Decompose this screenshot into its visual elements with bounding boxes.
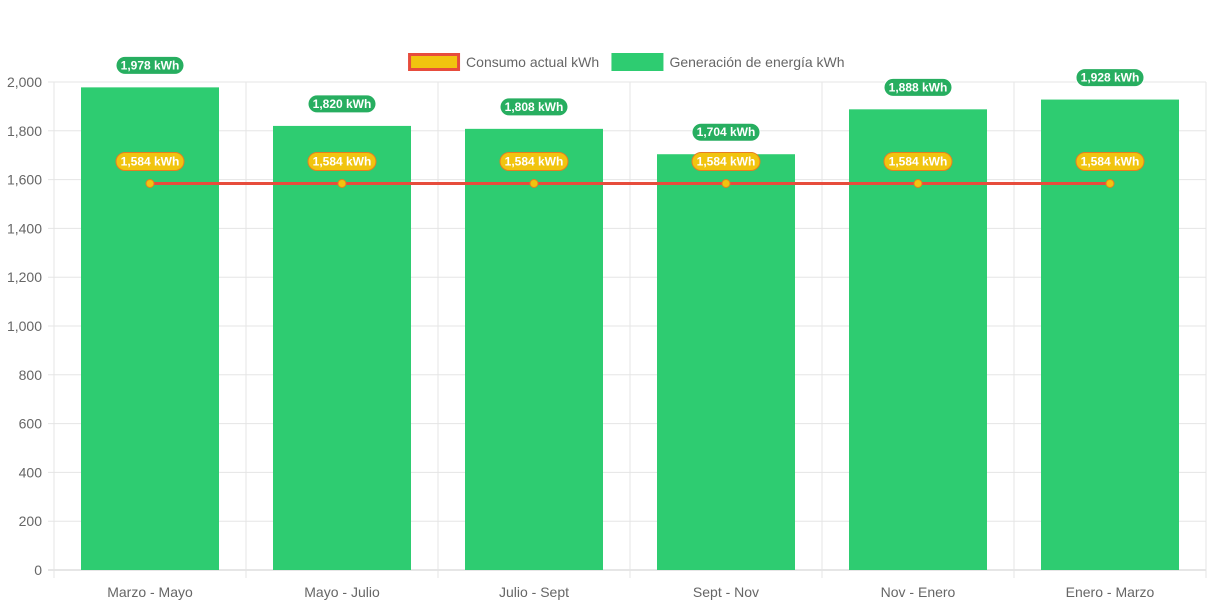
bar-data-label-text: 1,820 kWh [313,97,372,111]
axes: 0 200 400 600 800 1,000 1,200 1,400 1,600 1,800 2,… [7,74,1155,600]
bar-data-label-text: 1,928 kWh [1081,71,1140,85]
x-tick-label: Julio - Sept [499,584,569,600]
legend: Consumo actual kWh Generación de energía … [408,53,845,71]
bar-data-label: 1,820 kWh [307,94,377,114]
bar-data-label: 1,978 kWh [115,55,185,75]
line-data-label-box [1075,152,1145,172]
line-data-label: 1,584 kWh [1075,152,1145,172]
bar-data-label: 1,704 kWh [691,122,761,142]
legend-swatch [408,53,461,71]
x-tick-label: Marzo - Mayo [107,584,193,600]
y-tick-label: 600 [19,416,43,432]
bar-data-label-box [883,77,953,97]
bar-data-label-box [499,97,569,117]
line-point[interactable] [529,179,539,189]
line-data-label: 1,584 kWh [307,152,377,172]
line-data-label-text: 1,584 kWh [697,155,756,169]
legend-item[interactable]: Consumo actual kWh [408,53,600,71]
bar[interactable] [1041,99,1179,571]
bar-data-label: 1,928 kWh [1075,68,1145,88]
line-series [145,179,1115,189]
legend-swatch [611,53,664,71]
bar[interactable] [465,128,603,570]
line-data-label-text: 1,584 kWh [505,155,564,169]
line-data-label-text: 1,584 kWh [121,155,180,169]
y-tick-label: 1,200 [7,269,42,285]
line-data-label-text: 1,584 kWh [889,155,948,169]
line-data-label: 1,584 kWh [115,152,185,172]
bar-data-label-text: 1,704 kWh [697,125,756,139]
y-tick-label: 400 [19,464,43,480]
line-data-label-box [883,152,953,172]
bar-data-label-box [307,94,377,114]
line-point[interactable] [913,179,923,189]
line-data-label-box [115,152,185,172]
legend-item[interactable]: Generación de energía kWh [611,53,845,71]
line-data-label-text: 1,584 kWh [1081,155,1140,169]
y-tick-label: 1,600 [7,172,42,188]
bar-data-label-text: 1,808 kWh [505,100,564,114]
x-tick-label: Nov - Enero [881,584,956,600]
y-tick-label: 200 [19,513,43,529]
x-tick-label: Enero - Marzo [1066,584,1155,600]
line-data-label: 1,584 kWh [883,152,953,172]
bar[interactable] [849,109,987,570]
bars [81,87,1179,571]
x-tick-label: Sept - Nov [693,584,759,600]
y-tick-label: 1,400 [7,220,42,236]
bar[interactable] [273,125,411,571]
line-data-label: 1,584 kWh [691,152,761,172]
y-tick-label: 2,000 [7,74,42,90]
bar-data-label-text: 1,978 kWh [121,58,180,72]
line-data-label-box [307,152,377,172]
line-point[interactable] [721,179,731,189]
y-tick-label: 800 [19,367,43,383]
line-point[interactable] [337,179,347,189]
bar-data-label-text: 1,888 kWh [889,80,948,94]
x-tick-label: Mayo - Julio [304,584,380,600]
bar-data-label-box [115,55,185,75]
bar[interactable] [657,154,795,570]
line-point[interactable] [1105,179,1115,189]
y-tick-label: 1,800 [7,123,42,139]
bar-data-label-box [691,122,761,142]
line-data-label-box [691,152,761,172]
data-labels: 1,978 kWh 1,820 kWh 1,808 kWh 1,704 kWh 1,88… [115,55,1145,172]
bar-data-label-box [1075,68,1145,88]
grid [48,81,1207,578]
legend-label: Consumo actual kWh [466,54,599,70]
bar-data-label: 1,888 kWh [883,77,953,97]
y-tick-label: 0 [34,562,42,578]
line-data-label: 1,584 kWh [499,152,569,172]
bar-data-label: 1,808 kWh [499,97,569,117]
line-point[interactable] [145,179,155,189]
line-data-label-box [499,152,569,172]
y-tick-label: 1,000 [7,318,42,334]
line-data-label-text: 1,584 kWh [313,155,372,169]
legend-label: Generación de energía kWh [669,54,844,70]
